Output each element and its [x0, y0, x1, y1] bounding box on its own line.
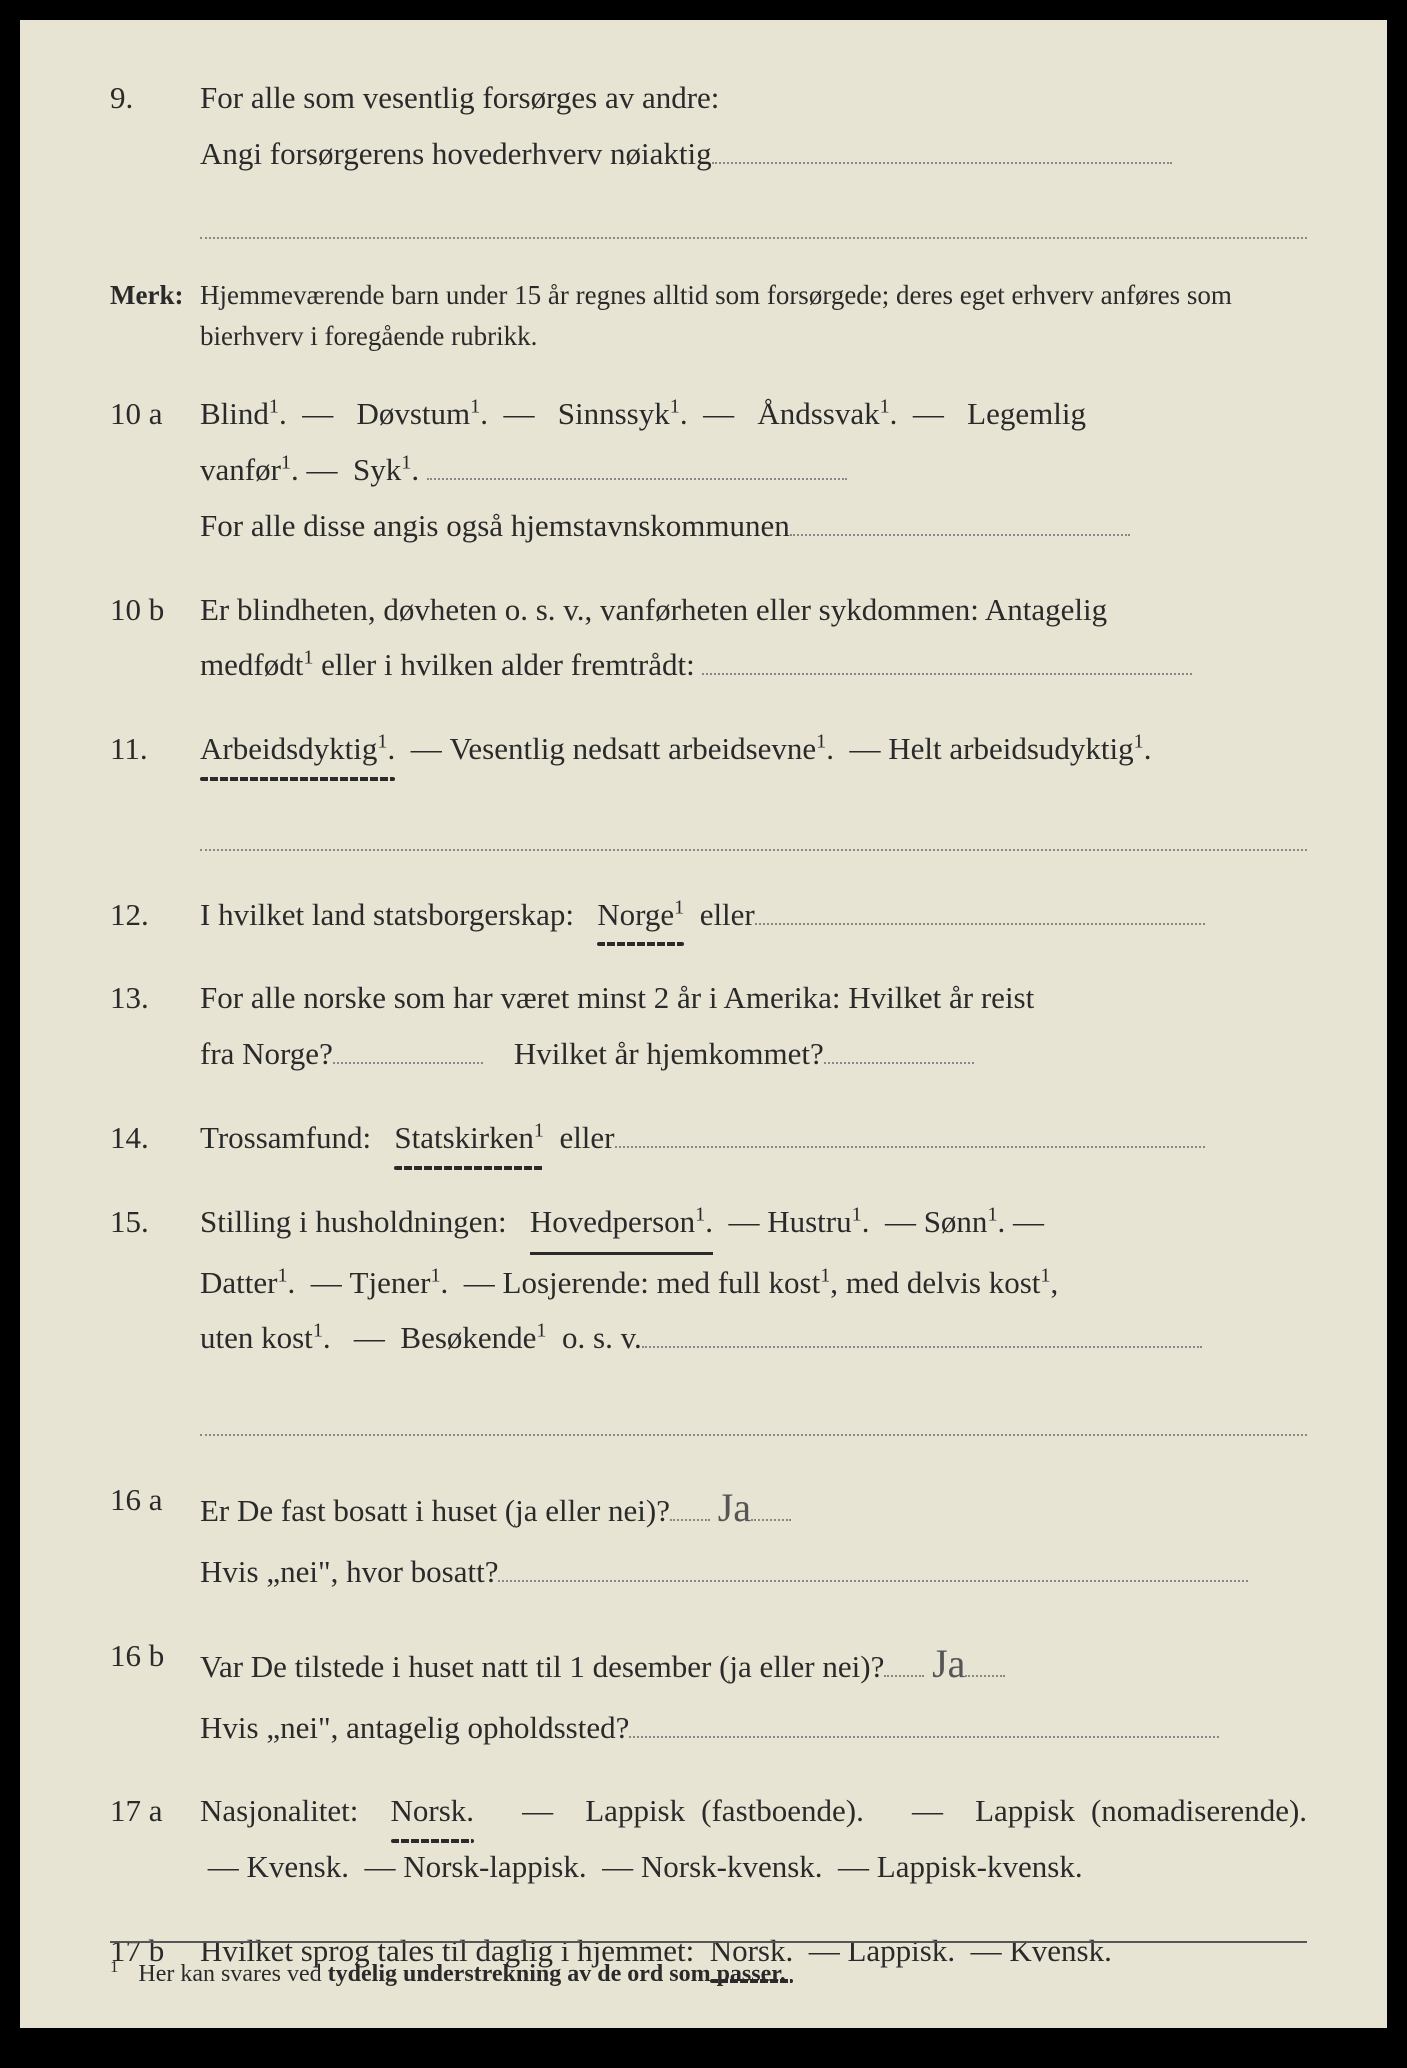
q9-line1: For alle som vesentlig forsørges av andr… — [200, 80, 719, 115]
q13-text3: Hvilket år hjemkommet? — [514, 1036, 824, 1071]
q11-b: Vesentlig nedsatt arbeidsevne — [449, 731, 816, 766]
merk-text: Hjemmeværende barn under 15 år regnes al… — [200, 275, 1307, 356]
q16b-text: Var De tilstede i huset natt til 1 desem… — [200, 1649, 884, 1684]
q15-losj1: Losjerende: med full kost — [503, 1265, 821, 1300]
q17a-opt5: Lappisk-kvensk. — [877, 1849, 1083, 1884]
q16a-content: Er De fast bosatt i huset (ja eller nei)… — [200, 1472, 1307, 1600]
q10a-opt-dovstum: Døvstum — [356, 396, 470, 431]
q17a-number: 17 a — [110, 1783, 200, 1895]
question-15: 15. Stilling i husholdningen: Hovedperso… — [110, 1194, 1307, 1444]
q16b-number: 16 b — [110, 1628, 200, 1756]
question-13: 13. For alle norske som har været minst … — [110, 970, 1307, 1082]
q16b-text2: Hvis „nei", antagelig opholdssted? — [200, 1710, 629, 1745]
footnote-text: Her kan svares ved — [138, 1961, 327, 1987]
q14-tail: eller — [559, 1120, 614, 1155]
q15-selected: Hovedperson1. — [530, 1194, 713, 1255]
q17a-lead: Nasjonalitet: — [200, 1793, 358, 1828]
q13-number: 13. — [110, 970, 200, 1082]
q10b-number: 10 b — [110, 582, 200, 694]
footnote: 1 Her kan svares ved tydelig understrekn… — [110, 1941, 1307, 1988]
question-12: 12. I hvilket land statsborgerskap: Norg… — [110, 887, 1307, 943]
q10a-content: Blind1. — Døvstum1. — Sinnssyk1. — Åndss… — [200, 386, 1307, 553]
q17a-opt1: Lappisk (nomadiserende). — [975, 1793, 1307, 1828]
q15-number: 15. — [110, 1194, 200, 1444]
question-14: 14. Trossamfund: Statskirken1 eller — [110, 1110, 1307, 1166]
question-10a: 10 a Blind1. — Døvstum1. — Sinnssyk1. — … — [110, 386, 1307, 553]
q16b-handwritten-answer: Ja — [932, 1628, 965, 1700]
q17a-opt3: Norsk-lappisk. — [403, 1849, 586, 1884]
merk-note: Merk: Hjemmeværende barn under 15 år reg… — [110, 275, 1307, 356]
q12-tail: eller — [700, 897, 755, 932]
q16b-content: Var De tilstede i huset natt til 1 desem… — [200, 1628, 1307, 1756]
q15-opt-sonn: Sønn — [924, 1204, 988, 1239]
q15-losj2: med delvis kost — [846, 1265, 1041, 1300]
q15-content: Stilling i husholdningen: Hovedperson1. … — [200, 1194, 1307, 1444]
q14-number: 14. — [110, 1110, 200, 1166]
q17a-opt4: Norsk-kvensk. — [641, 1849, 823, 1884]
q13-text2: fra Norge? — [200, 1036, 333, 1071]
q11-number: 11. — [110, 721, 200, 858]
q15-answer: Hovedperson — [530, 1204, 695, 1239]
q10a-opt-vanfor: vanfør — [200, 452, 281, 487]
q15-bes: Besøkende — [400, 1320, 536, 1355]
q9-number: 9. — [110, 70, 200, 247]
q10b-content: Er blindheten, døvheten o. s. v., vanfør… — [200, 582, 1307, 694]
q13-content: For alle norske som har været minst 2 år… — [200, 970, 1307, 1082]
q16a-text2: Hvis „nei", hvor bosatt? — [200, 1554, 498, 1589]
q10b-text1: Er blindheten, døvheten o. s. v., vanfør… — [200, 592, 1107, 627]
q13-text1: For alle norske som har været minst 2 år… — [200, 980, 1034, 1015]
q17a-answer: Norsk — [391, 1793, 467, 1828]
q10a-tail: For alle disse angis også hjemstavnskomm… — [200, 508, 790, 543]
q17a-selected: Norsk. — [391, 1783, 475, 1839]
q14-selected: Statskirken1 — [394, 1110, 544, 1166]
q17a-opt0: Lappisk (fastboende). — [585, 1793, 864, 1828]
q17a-content: Nasjonalitet: Norsk. — Lappisk (fastboen… — [200, 1783, 1307, 1895]
q15-losj3: uten kost — [200, 1320, 313, 1355]
q12-content: I hvilket land statsborgerskap: Norge1 e… — [200, 887, 1307, 943]
q11-c: Helt arbeidsudyktig — [888, 731, 1133, 766]
q12-selected: Norge1 — [597, 887, 684, 943]
question-16a: 16 a Er De fast bosatt i huset (ja eller… — [110, 1472, 1307, 1600]
q12-text: I hvilket land statsborgerskap: — [200, 897, 574, 932]
merk-label: Merk: — [110, 275, 200, 356]
question-17a: 17 a Nasjonalitet: Norsk. — Lappisk (fas… — [110, 1783, 1307, 1895]
q10a-opt-blind: Blind — [200, 396, 269, 431]
q11-selected: Arbeidsdyktig1. — [200, 721, 395, 777]
q10a-opt-syk: Syk — [353, 452, 401, 487]
q15-opt-hustru: Hustru — [767, 1204, 851, 1239]
q10a-opt-sinnssyk: Sinnssyk — [558, 396, 670, 431]
q15-opt-datter: Datter — [200, 1265, 277, 1300]
q14-content: Trossamfund: Statskirken1 eller — [200, 1110, 1307, 1166]
q17a-opt2: Kvensk. — [247, 1849, 349, 1884]
census-form-page: 9. For alle som vesentlig forsørges av a… — [20, 20, 1387, 2028]
q10b-text2: medfødt — [200, 647, 303, 682]
footnote-sup: 1 — [110, 1957, 118, 1976]
q11-a: Arbeidsdyktig — [200, 731, 377, 766]
question-11: 11. Arbeidsdyktig1. — Vesentlig nedsatt … — [110, 721, 1307, 858]
q11-content: Arbeidsdyktig1. — Vesentlig nedsatt arbe… — [200, 721, 1307, 858]
question-16b: 16 b Var De tilstede i huset natt til 1 … — [110, 1628, 1307, 1756]
q9-content: For alle som vesentlig forsørges av andr… — [200, 70, 1307, 247]
question-9: 9. For alle som vesentlig forsørges av a… — [110, 70, 1307, 247]
q10a-number: 10 a — [110, 386, 200, 553]
q10a-opt-andssvak: Åndssvak — [757, 396, 879, 431]
q12-number: 12. — [110, 887, 200, 943]
q16a-number: 16 a — [110, 1472, 200, 1600]
q15-osv: o. s. v. — [562, 1320, 642, 1355]
footnote-bold: tydelig understrekning av de ord som pas… — [328, 1961, 786, 1987]
q9-line2: Angi forsørgerens hovederhverv nøiaktig — [200, 136, 712, 171]
q14-text: Trossamfund: — [200, 1120, 371, 1155]
q10a-opt-legemlig: Legemlig — [967, 396, 1086, 431]
q16a-text: Er De fast bosatt i huset (ja eller nei)… — [200, 1493, 670, 1528]
q10b-text3: eller i hvilken alder fremtrådt: — [321, 647, 695, 682]
q15-lead: Stilling i husholdningen: — [200, 1204, 507, 1239]
q14-answer: Statskirken — [394, 1120, 534, 1155]
question-10b: 10 b Er blindheten, døvheten o. s. v., v… — [110, 582, 1307, 694]
q15-opt-tjener: Tjener — [350, 1265, 431, 1300]
q12-answer: Norge — [597, 897, 674, 932]
q16a-handwritten-answer: Ja — [718, 1472, 751, 1544]
